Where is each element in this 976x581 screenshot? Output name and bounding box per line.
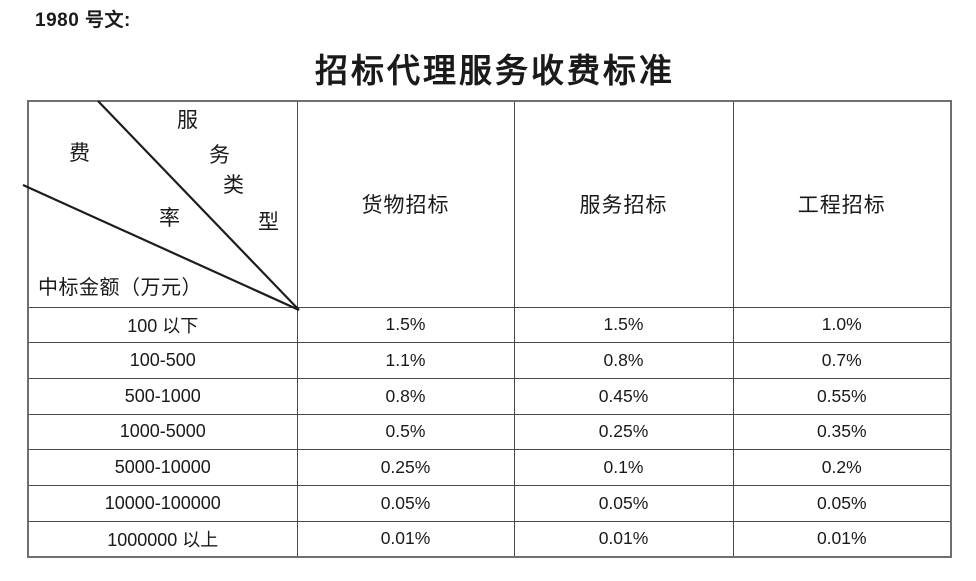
rate-cell: 0.8% bbox=[296, 377, 515, 415]
rate-cell: 0.35% bbox=[732, 413, 952, 451]
table-row: 100-500 1.1% 0.8% 0.7% bbox=[27, 342, 952, 379]
rate-cell: 0.1% bbox=[513, 449, 734, 486]
rate-cell: 0.05% bbox=[513, 484, 734, 522]
column-header-goods: 货物招标 bbox=[296, 100, 515, 308]
amount-cell: 10000-100000 bbox=[27, 484, 298, 522]
service-type-char: 类 bbox=[223, 173, 244, 197]
rate-cell: 0.25% bbox=[296, 449, 515, 486]
rate-cell: 0.01% bbox=[513, 520, 734, 558]
rate-cell: 0.05% bbox=[296, 484, 515, 522]
rate-cell: 0.8% bbox=[513, 342, 734, 379]
table-row: 1000-5000 0.5% 0.25% 0.35% bbox=[27, 413, 952, 451]
rate-cell: 0.2% bbox=[732, 449, 952, 486]
table-row: 1000000 以上 0.01% 0.01% 0.01% bbox=[27, 520, 952, 558]
service-type-char: 服 bbox=[177, 108, 198, 132]
rate-cell: 0.45% bbox=[513, 377, 734, 415]
amount-cell: 100-500 bbox=[27, 342, 298, 379]
rate-cell: 0.55% bbox=[732, 377, 952, 415]
diagonal-lines bbox=[22, 100, 300, 312]
rate-cell: 0.05% bbox=[732, 484, 952, 522]
amount-axis-label: 中标金额（万元） bbox=[38, 277, 202, 299]
table-row: 100 以下 1.5% 1.5% 1.0% bbox=[27, 306, 952, 344]
rate-cell: 1.5% bbox=[513, 306, 734, 344]
table-row: 5000-10000 0.25% 0.1% 0.2% bbox=[27, 449, 952, 486]
fee-rate-char: 率 bbox=[159, 206, 180, 230]
rate-cell: 1.0% bbox=[732, 306, 952, 344]
rate-cell: 1.5% bbox=[296, 306, 515, 344]
amount-cell: 100 以下 bbox=[27, 306, 298, 344]
amount-cell: 500-1000 bbox=[27, 377, 298, 415]
amount-cell: 1000000 以上 bbox=[27, 520, 298, 558]
amount-cell: 1000-5000 bbox=[27, 413, 298, 451]
doc-number-label: 1980 号文: bbox=[35, 10, 131, 31]
fee-rate-char: 费 bbox=[69, 141, 90, 165]
column-header-service: 服务招标 bbox=[513, 100, 734, 308]
page-title: 招标代理服务收费标准 bbox=[315, 54, 675, 90]
column-header-engineering: 工程招标 bbox=[732, 100, 952, 308]
rate-cell: 0.5% bbox=[296, 413, 515, 451]
rate-cell: 0.01% bbox=[296, 520, 515, 558]
service-type-char: 务 bbox=[209, 143, 230, 167]
rate-cell: 1.1% bbox=[296, 342, 515, 379]
rate-cell: 0.25% bbox=[513, 413, 734, 451]
table-row: 10000-100000 0.05% 0.05% 0.05% bbox=[27, 484, 952, 522]
rate-cell: 0.01% bbox=[732, 520, 952, 558]
diagonal-corner-cell: 费 率 服 务 类 型 中标金额（万元） bbox=[22, 100, 300, 312]
amount-cell: 5000-10000 bbox=[27, 449, 298, 486]
rate-cell: 0.7% bbox=[732, 342, 952, 379]
service-type-char: 型 bbox=[258, 210, 279, 234]
fee-standard-table: 费 率 服 务 类 型 中标金额（万元） 货物招标 服务招标 工程招标 100 … bbox=[22, 100, 952, 558]
table-header-row: 费 率 服 务 类 型 中标金额（万元） 货物招标 服务招标 工程招标 bbox=[22, 100, 952, 312]
table-row: 500-1000 0.8% 0.45% 0.55% bbox=[27, 377, 952, 415]
